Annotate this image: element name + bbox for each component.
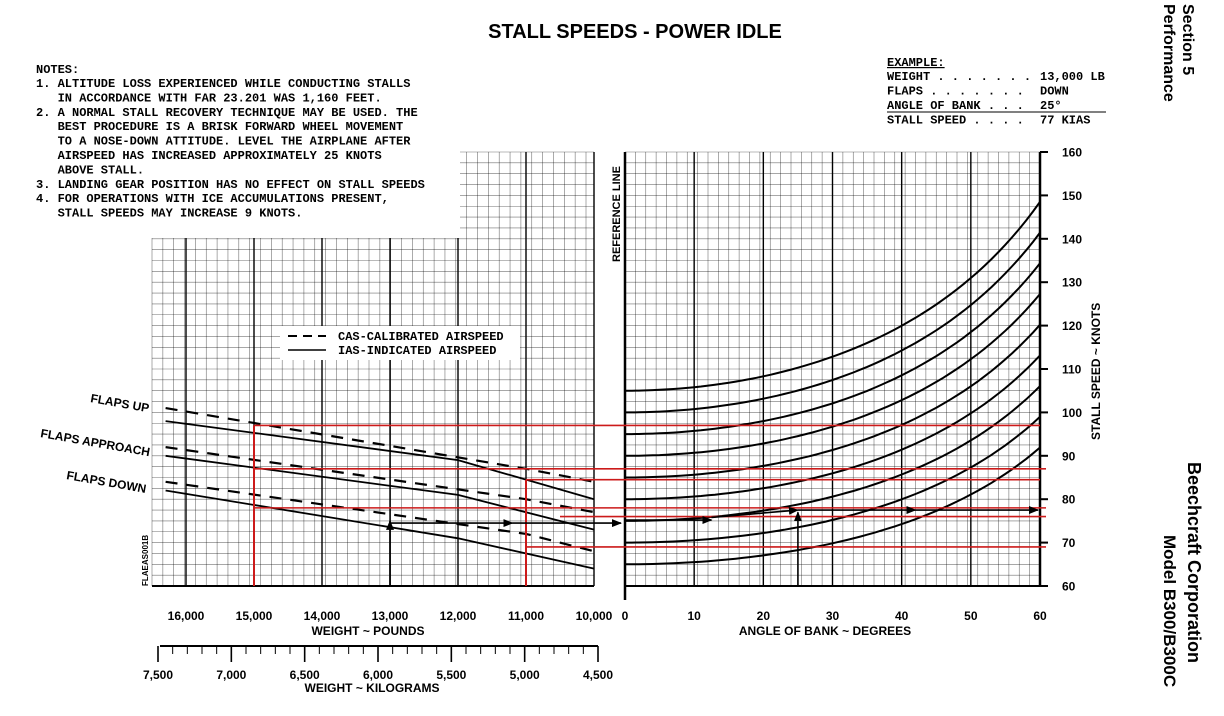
- note-line: 3. LANDING GEAR POSITION HAS NO EFFECT O…: [36, 178, 425, 192]
- note-line: 1. ALTITUDE LOSS EXPERIENCED WHILE CONDU…: [36, 77, 410, 91]
- bank-tick-label: 10: [687, 609, 701, 623]
- kg-tick-label: 6,500: [290, 668, 320, 682]
- example-row-value: 25°: [1040, 99, 1062, 113]
- weight-grid: [151, 151, 595, 587]
- flaps-up-label: FLAPS UP: [89, 391, 150, 415]
- note-line: 4. FOR OPERATIONS WITH ICE ACCUMULATIONS…: [36, 192, 389, 206]
- section-sub-label: Performance: [1160, 4, 1177, 102]
- bank-tick-label: 30: [826, 609, 840, 623]
- model-label: Model B300/B300C: [1160, 535, 1179, 687]
- bank-curve: [625, 201, 1041, 392]
- kg-tick-label: 7,000: [216, 668, 246, 682]
- kg-axis-label: WEIGHT ~ KILOGRAMS: [305, 681, 440, 695]
- example-arrow: [711, 506, 799, 519]
- note-line: ABOVE STALL.: [36, 163, 144, 177]
- legend: CAS-CALIBRATED AIRSPEED IAS-INDICATED AI…: [280, 326, 520, 360]
- kg-tick-label: 5,000: [510, 668, 540, 682]
- example-row-value: 13,000 LB: [1040, 70, 1105, 84]
- speed-axis: 60 70 80 90 100 110 120 130 140 150 160: [1040, 146, 1082, 594]
- example-row-value: 77 KIAS: [1040, 114, 1090, 128]
- weight-tick-label: 11,000: [508, 609, 544, 623]
- example-row-value: DOWN: [1040, 85, 1069, 99]
- speed-tick-label: 60: [1062, 580, 1076, 594]
- weight-tick-label: 12,000: [440, 609, 477, 623]
- bank-axis-label: ANGLE OF BANK ~ DEGREES: [739, 624, 911, 638]
- note-line: TO A NOSE-DOWN ATTITUDE. LEVEL THE AIRPL…: [36, 135, 411, 149]
- bank-tick-label: 40: [895, 609, 909, 623]
- bank-curve: [625, 324, 1041, 479]
- kg-tick-label: 6,000: [363, 668, 393, 682]
- note-line: BEST PROCEDURE IS A BRISK FORWARD WHEEL …: [36, 120, 403, 134]
- speed-axis-label: STALL SPEED ~ KNOTS: [1089, 303, 1103, 440]
- example-path: [253, 424, 1046, 586]
- reference-line-label: REFERENCE LINE: [611, 166, 623, 262]
- speed-tick-label: 70: [1062, 536, 1076, 550]
- bank-curve: [625, 293, 1041, 457]
- weight-tick-label: 15,000: [236, 609, 273, 623]
- example-block: EXAMPLE: WEIGHT . . . . . . . 13,000 LB FL…: [887, 56, 1106, 128]
- bank-tick-label: 60: [1033, 609, 1047, 623]
- weight-axis: 16,000 15,000 14,000 13,000 12,000 11,000 10,0…: [168, 609, 613, 623]
- bank-curve: [625, 231, 1041, 414]
- bank-curve: [625, 446, 1041, 566]
- bank-curve: [625, 385, 1041, 522]
- section-label: Section 5: [1179, 4, 1196, 75]
- weight-tick-label: 16,000: [168, 609, 205, 623]
- kg-axis: 7,500 7,000 6,500 6,000 5,500 5,000 4,500: [143, 645, 613, 682]
- speed-tick-label: 130: [1062, 276, 1082, 290]
- speed-tick-label: 160: [1062, 146, 1082, 160]
- bank-curves: [625, 201, 1041, 566]
- flaps-down-label: FLAPS DOWN: [65, 468, 147, 496]
- speed-tick-label: 100: [1062, 406, 1082, 420]
- weight-curve: [165, 489, 595, 570]
- bank-curve: [625, 416, 1041, 544]
- example-row-label: ANGLE OF BANK . . .: [887, 99, 1024, 113]
- example-row-label: STALL SPEED . . . .: [887, 114, 1024, 128]
- note-line: 2. A NORMAL STALL RECOVERY TECHNIQUE MAY…: [36, 106, 418, 120]
- speed-tick-label: 120: [1062, 319, 1082, 333]
- note-line: AIRSPEED HAS INCREASED APPROXIMATELY 25 …: [36, 149, 382, 163]
- bank-tick-label: 50: [964, 609, 978, 623]
- speed-tick-label: 90: [1062, 449, 1076, 463]
- bank-axis: 0 10 20 30 40 50 60: [622, 609, 1047, 623]
- kg-tick-label: 7,500: [143, 668, 173, 682]
- figure-id: FLAEAS001B: [141, 535, 150, 586]
- page-title: STALL SPEEDS - POWER IDLE: [488, 21, 782, 43]
- kg-tick-label: 4,500: [583, 668, 613, 682]
- legend-bg: [280, 326, 520, 360]
- weight-axis-label: WEIGHT ~ POUNDS: [311, 624, 424, 638]
- bank-tick-label: 20: [757, 609, 771, 623]
- bank-tick-label: 0: [622, 609, 629, 623]
- bank-curve: [625, 354, 1041, 501]
- kg-tick-label: 5,500: [436, 668, 466, 682]
- example-row-label: FLAPS . . . . . . .: [887, 85, 1024, 99]
- speed-tick-label: 110: [1062, 363, 1082, 377]
- speed-tick-label: 140: [1062, 232, 1082, 246]
- bank-curve: [625, 262, 1041, 436]
- weight-tick-label: 10,000: [576, 609, 613, 623]
- weight-curve: [165, 420, 595, 501]
- notes-block: NOTES: 1. ALTITUDE LOSS EXPERIENCED WHIL…: [36, 63, 425, 221]
- company-label: Beechcraft Corporation: [1184, 462, 1204, 663]
- legend-ias-label: IAS-INDICATED AIRSPEED: [338, 344, 496, 358]
- notes-heading: NOTES:: [36, 63, 79, 77]
- weight-tick-label: 14,000: [304, 609, 341, 623]
- example-heading: EXAMPLE:: [887, 56, 945, 70]
- note-line: IN ACCORDANCE WITH FAR 23.201 WAS 1,160 …: [36, 91, 382, 105]
- speed-tick-label: 80: [1062, 493, 1076, 507]
- speed-tick-label: 150: [1062, 189, 1082, 203]
- flaps-approach-label: FLAPS APPROACH: [39, 426, 151, 459]
- note-line: STALL SPEEDS MAY INCREASE 9 KNOTS.: [36, 207, 302, 221]
- example-row-label: WEIGHT . . . . . . .: [887, 70, 1031, 84]
- weight-tick-label: 13,000: [372, 609, 409, 623]
- legend-cas-label: CAS-CALIBRATED AIRSPEED: [338, 330, 504, 344]
